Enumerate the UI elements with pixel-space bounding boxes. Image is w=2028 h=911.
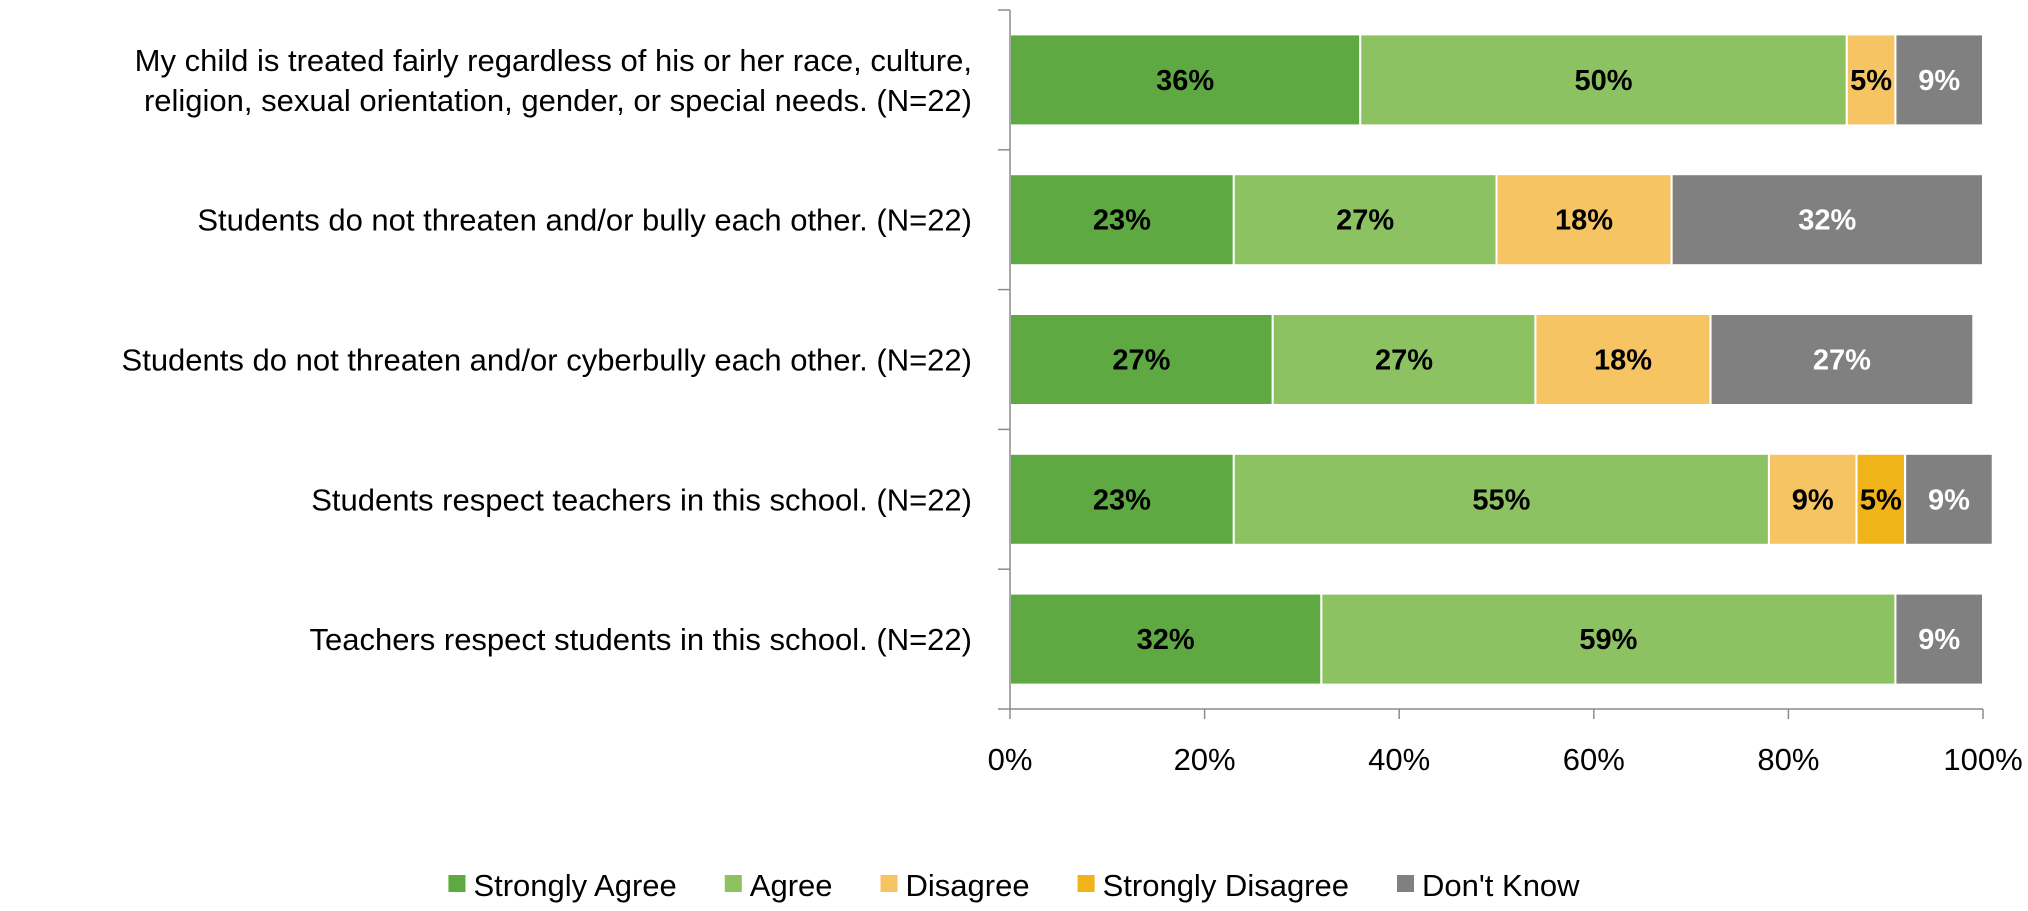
- legend-label: Strongly Disagree: [1103, 868, 1349, 903]
- data-label: 27%: [1336, 205, 1394, 237]
- data-label: 32%: [1137, 624, 1195, 656]
- x-tick-label: 100%: [1943, 742, 2022, 777]
- data-label: 23%: [1093, 484, 1151, 516]
- category-label: Teachers respect students in this school…: [309, 622, 972, 657]
- legend-swatch: [725, 875, 742, 892]
- x-tick-label: 20%: [1174, 742, 1236, 777]
- category-label: religion, sexual orientation, gender, or…: [144, 83, 972, 118]
- data-label: 32%: [1798, 205, 1856, 237]
- data-label: 27%: [1375, 345, 1433, 377]
- legend-swatch: [448, 875, 465, 892]
- data-label: 59%: [1579, 624, 1637, 656]
- legend-label: Strongly Agree: [473, 868, 676, 903]
- legend-label: Don't Know: [1422, 868, 1580, 903]
- data-label: 5%: [1850, 65, 1892, 97]
- data-label: 9%: [1918, 65, 1960, 97]
- legend-label: Disagree: [906, 868, 1030, 903]
- category-label: Students do not threaten and/or bully ea…: [197, 203, 972, 238]
- data-label: 18%: [1555, 205, 1613, 237]
- data-label: 36%: [1156, 65, 1214, 97]
- x-tick-label: 60%: [1563, 742, 1625, 777]
- x-tick-label: 40%: [1368, 742, 1430, 777]
- data-label: 27%: [1813, 345, 1871, 377]
- data-label: 50%: [1575, 65, 1633, 97]
- legend: Strongly Agree Agree Disagree Strongly Disa…: [448, 868, 1580, 903]
- category-label: Students respect teachers in this school…: [311, 482, 972, 517]
- legend-swatch: [1078, 875, 1095, 892]
- data-label: 27%: [1112, 345, 1170, 377]
- data-label: 9%: [1792, 484, 1834, 516]
- legend-swatch: [881, 875, 898, 892]
- legend-label: Agree: [750, 868, 833, 903]
- category-label: Students do not threaten and/or cyberbul…: [122, 343, 972, 378]
- category-label: My child is treated fairly regardless of…: [135, 43, 972, 78]
- data-label: 55%: [1472, 484, 1530, 516]
- x-tick-label: 0%: [988, 742, 1033, 777]
- data-label: 5%: [1860, 484, 1902, 516]
- legend-swatch: [1397, 875, 1414, 892]
- data-label: 18%: [1594, 345, 1652, 377]
- x-tick-label: 80%: [1757, 742, 1819, 777]
- data-label: 9%: [1928, 484, 1970, 516]
- data-label: 9%: [1918, 624, 1960, 656]
- data-label: 23%: [1093, 205, 1151, 237]
